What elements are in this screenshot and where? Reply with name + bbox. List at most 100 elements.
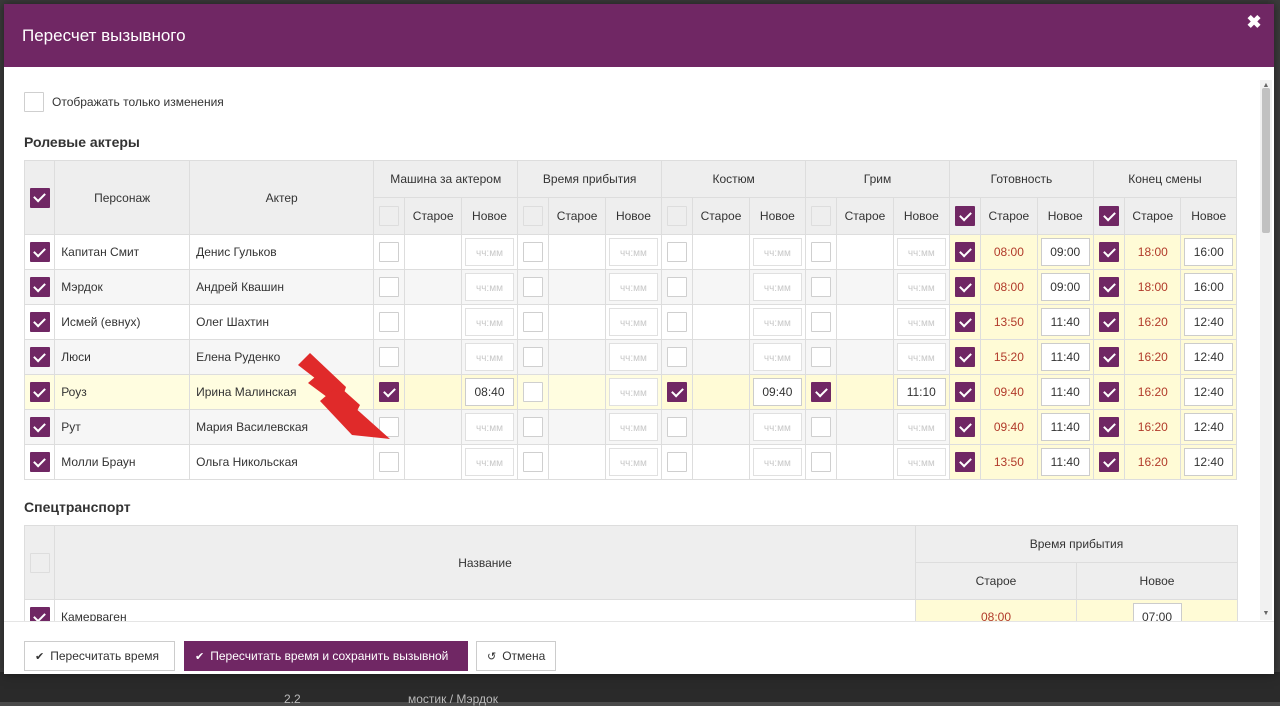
end-new-time-input[interactable] (1184, 343, 1233, 371)
row-checkbox[interactable] (30, 312, 50, 332)
recalc-save-button[interactable]: ✔ Пересчитать время и сохранить вызывной (184, 641, 468, 671)
end-checkbox[interactable] (1099, 242, 1119, 262)
makeup-checkbox[interactable] (811, 382, 831, 402)
end-checkbox[interactable] (1099, 347, 1119, 367)
arrival-new-time-input[interactable] (609, 343, 658, 371)
end-new-time-input[interactable] (1184, 273, 1233, 301)
arrival-checkbox[interactable] (523, 417, 543, 437)
scrollbar[interactable]: ▲ ▼ (1260, 80, 1272, 620)
ready-new-time-input[interactable] (1041, 273, 1090, 301)
costume-new-time-input[interactable] (753, 378, 802, 406)
scroll-thumb[interactable] (1262, 88, 1270, 233)
ready-checkbox[interactable] (955, 452, 975, 472)
transport-new-time-input[interactable] (1133, 603, 1182, 621)
car-checkbox[interactable] (379, 277, 399, 297)
close-icon[interactable]: ✖ (1244, 12, 1264, 32)
header-ready-checkbox[interactable] (955, 206, 975, 226)
costume-checkbox[interactable] (667, 382, 687, 402)
transport-row-checkbox[interactable] (30, 607, 50, 621)
ready-new-time-input[interactable] (1041, 308, 1090, 336)
car-checkbox[interactable] (379, 452, 399, 472)
makeup-new-time-input[interactable] (897, 378, 946, 406)
arrival-new-time-input[interactable] (609, 238, 658, 266)
header-makeup-checkbox[interactable] (811, 206, 831, 226)
row-checkbox[interactable] (30, 452, 50, 472)
row-checkbox[interactable] (30, 347, 50, 367)
costume-checkbox[interactable] (667, 347, 687, 367)
costume-new-time-input[interactable] (753, 448, 802, 476)
costume-checkbox[interactable] (667, 417, 687, 437)
ready-checkbox[interactable] (955, 347, 975, 367)
end-new-time-input[interactable] (1184, 308, 1233, 336)
cancel-button[interactable]: ↺ Отмена (476, 641, 556, 671)
makeup-checkbox[interactable] (811, 417, 831, 437)
makeup-new-time-input[interactable] (897, 273, 946, 301)
makeup-checkbox[interactable] (811, 312, 831, 332)
arrival-new-time-input[interactable] (609, 413, 658, 441)
row-checkbox[interactable] (30, 417, 50, 437)
arrival-checkbox[interactable] (523, 312, 543, 332)
ready-new-time-input[interactable] (1041, 413, 1090, 441)
ready-checkbox[interactable] (955, 417, 975, 437)
end-checkbox[interactable] (1099, 452, 1119, 472)
arrival-new-time-input[interactable] (609, 448, 658, 476)
end-checkbox[interactable] (1099, 417, 1119, 437)
scroll-down-icon[interactable]: ▼ (1260, 608, 1272, 620)
car-new-time-input[interactable] (465, 238, 514, 266)
makeup-new-time-input[interactable] (897, 413, 946, 441)
ready-checkbox[interactable] (955, 242, 975, 262)
end-new-time-input[interactable] (1184, 413, 1233, 441)
ready-new-time-input[interactable] (1041, 378, 1090, 406)
ready-new-time-input[interactable] (1041, 448, 1090, 476)
car-new-time-input[interactable] (465, 273, 514, 301)
costume-checkbox[interactable] (667, 242, 687, 262)
end-checkbox[interactable] (1099, 277, 1119, 297)
car-new-time-input[interactable] (465, 413, 514, 441)
end-checkbox[interactable] (1099, 312, 1119, 332)
makeup-checkbox[interactable] (811, 347, 831, 367)
costume-new-time-input[interactable] (753, 238, 802, 266)
end-new-time-input[interactable] (1184, 238, 1233, 266)
header-arrival-checkbox[interactable] (523, 206, 543, 226)
costume-new-time-input[interactable] (753, 413, 802, 441)
makeup-new-time-input[interactable] (897, 448, 946, 476)
arrival-checkbox[interactable] (523, 452, 543, 472)
costume-new-time-input[interactable] (753, 273, 802, 301)
header-car-checkbox[interactable] (379, 206, 399, 226)
ready-new-time-input[interactable] (1041, 343, 1090, 371)
end-checkbox[interactable] (1099, 382, 1119, 402)
end-new-time-input[interactable] (1184, 378, 1233, 406)
row-checkbox[interactable] (30, 277, 50, 297)
header-end-checkbox[interactable] (1099, 206, 1119, 226)
makeup-checkbox[interactable] (811, 452, 831, 472)
ready-new-time-input[interactable] (1041, 238, 1090, 266)
makeup-new-time-input[interactable] (897, 238, 946, 266)
arrival-checkbox[interactable] (523, 242, 543, 262)
arrival-checkbox[interactable] (523, 382, 543, 402)
makeup-new-time-input[interactable] (897, 308, 946, 336)
car-new-time-input[interactable] (465, 343, 514, 371)
arrival-checkbox[interactable] (523, 277, 543, 297)
car-new-time-input[interactable] (465, 378, 514, 406)
costume-checkbox[interactable] (667, 312, 687, 332)
costume-new-time-input[interactable] (753, 308, 802, 336)
show-changes-checkbox[interactable] (24, 92, 44, 112)
recalc-button[interactable]: ✔ Пересчитать время (24, 641, 175, 671)
arrival-checkbox[interactable] (523, 347, 543, 367)
row-checkbox[interactable] (30, 382, 50, 402)
ready-checkbox[interactable] (955, 382, 975, 402)
car-checkbox[interactable] (379, 312, 399, 332)
arrival-new-time-input[interactable] (609, 378, 658, 406)
costume-checkbox[interactable] (667, 277, 687, 297)
header-costume-checkbox[interactable] (667, 206, 687, 226)
ready-checkbox[interactable] (955, 312, 975, 332)
car-new-time-input[interactable] (465, 308, 514, 336)
car-new-time-input[interactable] (465, 448, 514, 476)
makeup-checkbox[interactable] (811, 277, 831, 297)
arrival-new-time-input[interactable] (609, 273, 658, 301)
arrival-new-time-input[interactable] (609, 308, 658, 336)
row-checkbox[interactable] (30, 242, 50, 262)
select-all-actors-checkbox[interactable] (30, 188, 50, 208)
costume-new-time-input[interactable] (753, 343, 802, 371)
end-new-time-input[interactable] (1184, 448, 1233, 476)
